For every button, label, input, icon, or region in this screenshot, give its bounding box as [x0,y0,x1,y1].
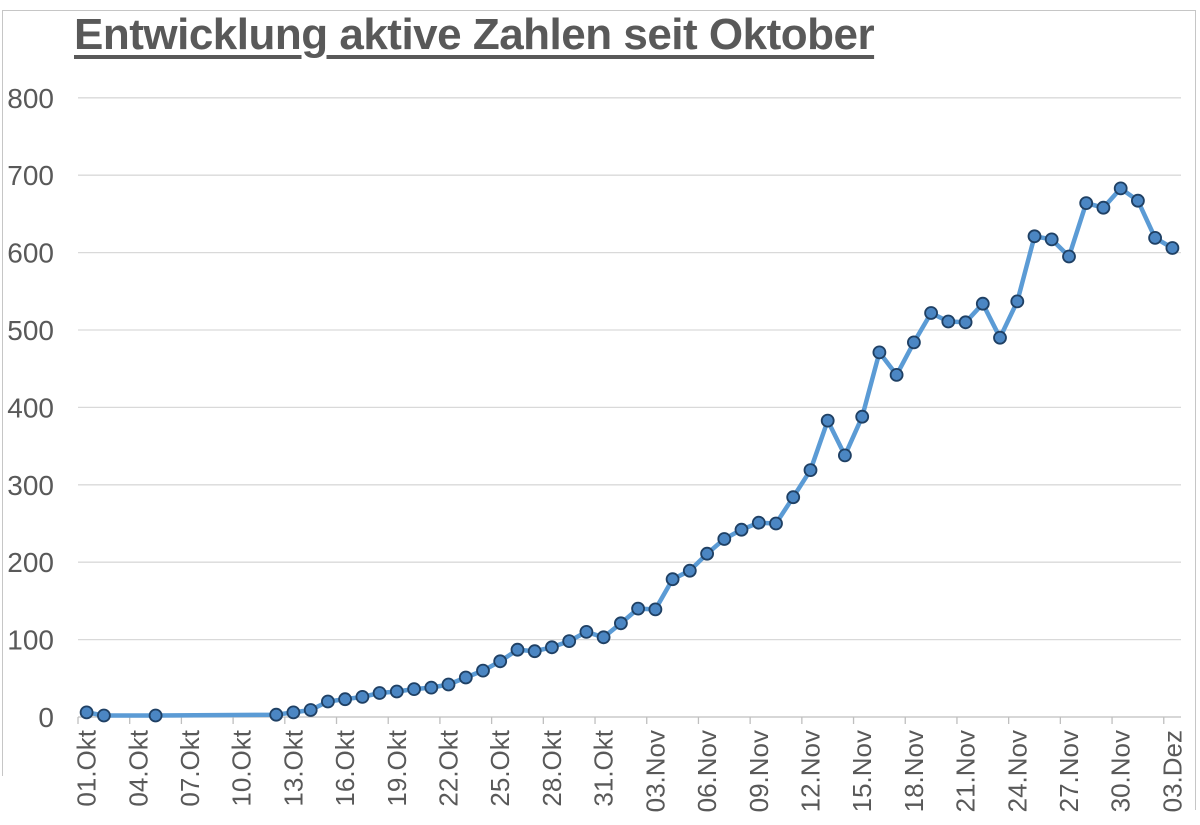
x-axis-label: 28.Okt [537,729,567,806]
data-point-marker [458,670,473,685]
data-point-marker [1062,249,1076,264]
data-point-marker [993,330,1007,345]
data-point-marker [338,692,353,707]
data-point-marker [424,680,439,695]
y-axis-label: 200 [7,547,54,578]
data-point-marker [665,572,680,587]
y-axis-label: 600 [7,238,54,269]
x-axis-label: 06.Nov [692,730,722,812]
data-point-marker [355,690,370,704]
data-point-marker [1044,232,1059,247]
data-point-marker [407,682,422,696]
data-point-marker [562,634,577,648]
data-point-marker [889,367,904,382]
chart-title: Entwicklung aktive Zahlen seit Oktober [74,10,875,59]
data-point-marker [1010,294,1025,309]
x-axis-label: 16.Okt [330,729,360,806]
y-axis-label: 400 [7,392,54,423]
data-point-marker [1096,200,1111,215]
y-axis-label: 700 [7,160,54,191]
x-axis-label: 01.Okt [72,729,102,806]
x-axis-label: 31.Okt [589,729,619,806]
x-axis-label: 03.Dez [1157,730,1187,812]
data-point-marker [682,563,697,578]
data-point-marker [975,296,990,311]
data-point-marker [527,644,542,659]
data-point-marker [872,345,887,360]
data-point-marker [148,708,163,723]
chart-border-top [2,10,1195,11]
data-point-marker [717,532,732,546]
data-point-marker [734,522,749,537]
data-point-marker [596,630,611,645]
x-axis-label: 15.Nov [847,730,877,812]
data-point-marker [803,463,818,478]
data-point-marker [303,703,318,717]
data-point-marker [1148,230,1162,245]
x-axis-label: 22.Okt [434,729,464,806]
data-point-marker [751,515,766,530]
x-axis-label: 30.Nov [1106,730,1136,812]
data-point-marker [838,448,852,463]
data-point-marker [855,409,870,424]
data-point-marker [320,694,335,709]
x-axis-label: 25.Okt [485,729,515,806]
y-axis-label: 500 [7,315,54,346]
data-point-marker [441,677,456,692]
data-point-marker [1165,241,1180,255]
data-point-marker [958,315,973,330]
x-axis-label: 13.Okt [278,729,308,806]
y-axis-label: 300 [7,470,54,501]
data-point-marker [372,686,387,700]
y-axis-label: 800 [7,83,54,114]
data-point-marker [1131,193,1145,208]
x-axis-label: 18.Nov [899,730,929,812]
data-point-marker [941,314,956,329]
data-point-marker [1027,229,1042,244]
data-point-marker [269,707,284,722]
data-point-marker [648,602,663,617]
x-axis-label: 09.Nov [744,730,774,812]
data-point-marker [1113,181,1128,196]
data-point-marker [79,705,94,720]
data-point-marker [786,490,801,505]
data-point-marker [286,705,301,720]
x-axis-label: 21.Nov [951,730,981,812]
x-axis-label: 19.Okt [382,729,412,806]
y-axis-label: 100 [7,625,54,656]
data-point-marker [510,642,525,657]
data-point-marker [476,663,490,678]
data-point-marker [579,625,594,639]
data-point-marker [924,306,938,320]
data-point-marker [769,516,783,531]
y-axis-label: 0 [38,702,54,733]
data-point-marker [389,684,404,699]
x-axis-label: 04.Okt [123,729,153,806]
data-point-marker [907,335,921,350]
data-point-marker [493,654,508,669]
x-axis-label: 24.Nov [1002,730,1032,812]
series-line [84,186,1175,718]
data-point-marker [1079,196,1094,211]
data-point-marker [614,616,628,631]
data-point-marker [97,708,111,723]
x-axis-label: 27.Nov [1054,730,1084,812]
chart-border-left [2,10,3,776]
chart-border-right [1195,10,1196,810]
data-point-marker [700,546,714,561]
x-axis-label: 12.Nov [795,730,825,812]
x-axis-label: 03.Nov [640,730,670,812]
x-axis-label: 07.Okt [175,729,205,806]
data-point-marker [631,601,645,616]
data-point-marker [545,640,559,655]
data-point-marker [820,413,835,428]
x-axis-label: 10.Okt [227,729,257,806]
